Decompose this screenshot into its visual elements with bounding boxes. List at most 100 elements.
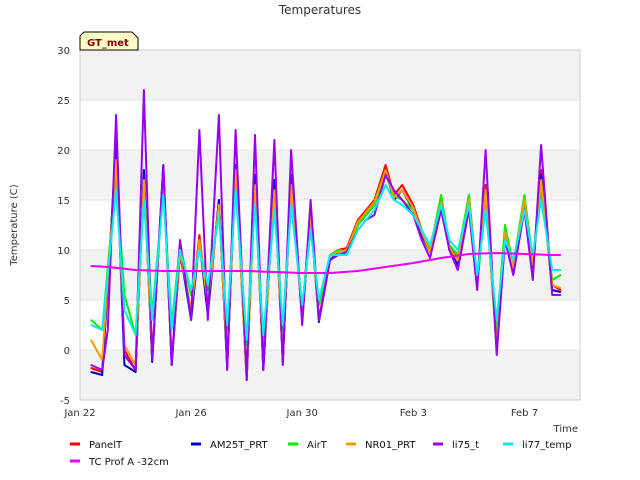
data-point: [476, 289, 479, 291]
data-point: [393, 199, 395, 201]
data-point: [551, 294, 554, 296]
data-point: [401, 204, 404, 206]
data-point: [123, 354, 126, 356]
data-point: [106, 266, 109, 268]
data-point: [273, 209, 276, 211]
data-point: [512, 274, 515, 276]
data-point: [273, 179, 276, 181]
data-point: [198, 129, 201, 131]
data-point: [309, 199, 312, 201]
data-point: [198, 234, 201, 236]
data-point: [440, 201, 442, 203]
data-point: [218, 114, 220, 116]
data-point: [412, 214, 415, 216]
data-point: [143, 89, 145, 91]
series-tc-prof-a-32cm: [90, 252, 562, 274]
data-point: [504, 239, 506, 241]
legend-item: li77_temp: [503, 440, 571, 451]
data-point: [123, 364, 126, 366]
data-point: [90, 319, 92, 321]
data-point: [226, 369, 229, 371]
data-point: [134, 269, 137, 271]
data-point: [329, 254, 331, 256]
legend-item: li75_t: [433, 440, 479, 451]
data-point: [401, 184, 404, 186]
data-point: [384, 164, 387, 166]
data-point: [429, 244, 431, 246]
legend-item: AirT: [288, 440, 328, 451]
data-point: [495, 354, 498, 356]
data-point: [115, 114, 117, 116]
data-point: [101, 329, 104, 331]
data-point: [90, 324, 92, 326]
data-point: [384, 174, 387, 176]
y-tick-label: 30: [57, 46, 70, 57]
station-badge: GT_met: [79, 31, 139, 51]
data-point: [456, 269, 459, 271]
data-point: [412, 207, 415, 209]
data-point: [356, 221, 359, 223]
data-point: [540, 174, 542, 176]
data-point: [90, 367, 92, 369]
data-point: [365, 214, 367, 216]
data-point: [254, 184, 256, 186]
data-point: [162, 164, 165, 166]
y-tick-label: 10: [57, 246, 70, 257]
data-point: [151, 319, 154, 321]
data-point: [551, 254, 554, 256]
data-point: [523, 194, 526, 196]
data-point: [309, 229, 312, 231]
data-point: [559, 294, 562, 296]
data-point: [318, 319, 320, 321]
legend-item: PanelT: [70, 440, 123, 451]
legend-label: li77_temp: [522, 440, 571, 451]
data-point: [329, 272, 331, 274]
data-point: [218, 214, 220, 216]
plot-frame: [79, 49, 581, 401]
data-point: [245, 339, 248, 341]
data-point: [151, 361, 154, 363]
data-point: [540, 169, 542, 171]
data-point: [101, 369, 104, 371]
x-tick-label: Jan 22: [63, 408, 95, 419]
data-point: [262, 334, 265, 336]
data-point: [495, 319, 498, 321]
data-point: [170, 364, 173, 366]
legend-label: PanelT: [89, 440, 123, 451]
data-point: [281, 364, 284, 366]
data-point: [162, 270, 165, 272]
data-point: [254, 134, 256, 136]
data-point: [151, 359, 154, 361]
data-point: [226, 324, 229, 326]
data-point: [384, 266, 387, 268]
data-point: [559, 269, 562, 271]
data-point: [484, 149, 487, 151]
data-point: [393, 189, 395, 191]
data-point: [484, 209, 487, 211]
data-point: [273, 189, 276, 191]
x-tick-label: Jan 26: [174, 408, 206, 419]
data-point: [484, 184, 487, 186]
data-point: [448, 239, 451, 241]
data-point: [143, 169, 145, 171]
data-point: [245, 270, 248, 272]
chart-title: Temperatures: [278, 3, 361, 17]
data-point: [373, 201, 376, 203]
data-point: [162, 194, 165, 196]
legend-label: li75_t: [452, 440, 479, 451]
x-axis-label: Time: [553, 424, 578, 435]
data-point: [523, 253, 526, 255]
data-point: [179, 249, 181, 251]
legend-item: TC Prof A -32cm: [70, 457, 169, 468]
data-point: [429, 257, 431, 259]
data-point: [373, 204, 376, 206]
data-point: [273, 139, 276, 141]
data-point: [401, 189, 404, 191]
y-axis-ticks: -5 0 5 10 15 20 25 30: [57, 46, 70, 407]
data-point: [301, 324, 304, 326]
legend-label: AirT: [307, 440, 328, 451]
legend: PanelT AM25T_PRT AirT NR01_PRT li75_t li77_te…: [70, 440, 571, 468]
data-point: [345, 254, 348, 256]
data-point: [115, 189, 117, 191]
